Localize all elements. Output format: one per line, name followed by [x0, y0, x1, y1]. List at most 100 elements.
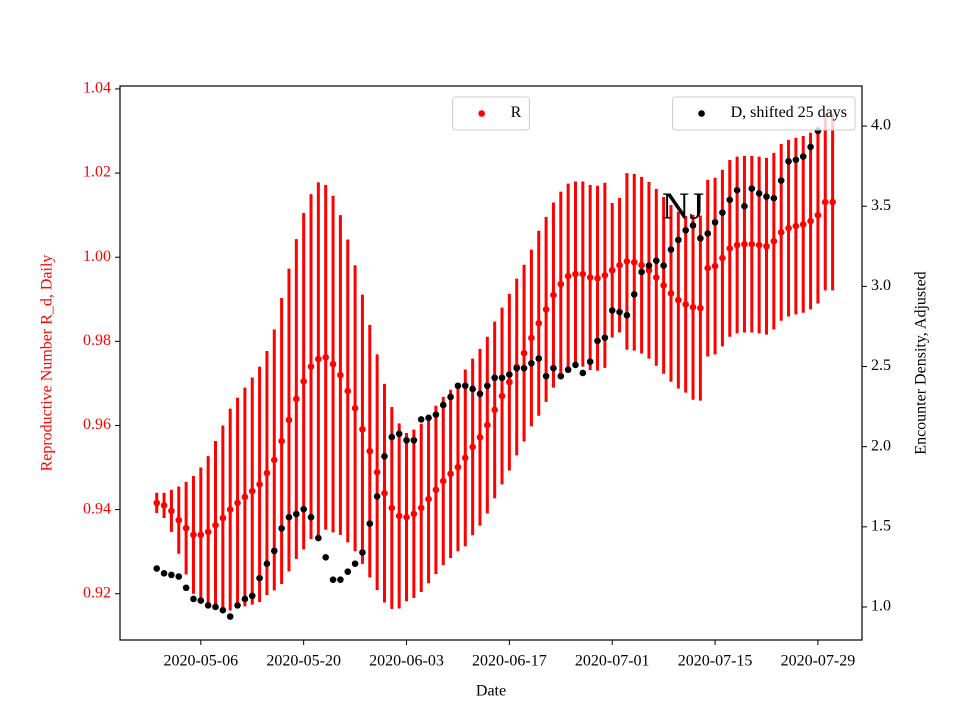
data-point [726, 196, 734, 204]
data-point [322, 553, 330, 561]
y2-tick-label: 3.5 [871, 197, 891, 214]
data-point [182, 524, 190, 532]
data-point [491, 406, 498, 414]
data-point [351, 404, 359, 412]
y-tick-label: 1.02 [83, 164, 111, 181]
data-point [263, 469, 271, 477]
data-point [248, 487, 256, 495]
data-point [704, 230, 712, 237]
legend-box [672, 96, 856, 131]
data-point [454, 382, 462, 390]
legend-label: R [511, 104, 522, 121]
legend-label: D, shifted 25 days [731, 104, 847, 121]
y2-tick-label: 2.5 [871, 357, 891, 374]
data-point [586, 274, 594, 281]
data-point [285, 513, 293, 521]
data-point [461, 382, 469, 390]
data-point [799, 221, 807, 228]
y2-tick-label: 1.0 [871, 598, 891, 615]
data-point [770, 194, 778, 202]
data-point [425, 495, 432, 503]
data-point [248, 592, 256, 600]
data-point [498, 392, 506, 400]
data-point [182, 584, 190, 592]
data-point [263, 560, 271, 567]
data-point [572, 270, 579, 278]
data-point [344, 568, 352, 576]
data-point [270, 456, 278, 464]
data-point [594, 337, 601, 345]
data-point [689, 303, 697, 311]
data-point [366, 447, 374, 455]
data-point [498, 374, 506, 382]
data-point [829, 198, 836, 206]
data-point [550, 364, 557, 372]
y2-tick-label: 3.0 [871, 277, 891, 294]
data-point [645, 266, 653, 274]
data-point [219, 514, 227, 522]
legend: R [452, 96, 530, 131]
data-point [785, 158, 792, 165]
data-point [425, 414, 432, 422]
data-point [219, 606, 227, 614]
data-point [212, 603, 219, 611]
annotation: NJ [662, 186, 704, 228]
data-point [667, 290, 675, 297]
data-point [564, 272, 572, 280]
data-point [322, 354, 330, 361]
data-point [520, 364, 528, 372]
data-point [293, 510, 300, 518]
data-point [307, 513, 315, 521]
data-point [506, 371, 513, 378]
data-point [814, 211, 822, 219]
data-point [403, 513, 410, 521]
data-point [535, 355, 543, 362]
data-point [315, 534, 322, 542]
data-point [586, 358, 594, 366]
data-point [520, 349, 528, 357]
data-point [741, 202, 748, 210]
data-point [469, 443, 476, 451]
data-point [432, 486, 440, 494]
data-point [447, 393, 454, 401]
y-tick-label: 1.04 [83, 80, 111, 97]
data-point [506, 378, 513, 386]
data-point [667, 246, 675, 253]
data-point [608, 266, 616, 274]
y-tick-label: 0.92 [83, 584, 111, 601]
data-point [755, 190, 763, 197]
data-point [226, 613, 234, 620]
data-point [660, 282, 667, 289]
data-point [638, 268, 645, 276]
data-point [351, 560, 359, 567]
data-point [175, 516, 183, 524]
data-point [719, 209, 726, 216]
data-point [432, 411, 440, 418]
y-axis-label: Reproductive Number R_d, Daily [39, 255, 56, 472]
data-point [160, 570, 168, 577]
data-point [388, 504, 396, 512]
data-point [630, 258, 638, 266]
data-point [697, 304, 704, 312]
data-point [388, 433, 396, 441]
data-point [476, 390, 484, 398]
data-point [329, 360, 337, 368]
legend: D, shifted 25 days [672, 96, 856, 131]
data-point [719, 254, 726, 262]
data-point [777, 177, 785, 184]
data-point [256, 574, 263, 582]
data-point [682, 301, 689, 308]
legend-box [452, 96, 530, 131]
data-point [234, 602, 241, 609]
data-point [256, 481, 263, 488]
x-tick-label: 2020-05-06 [163, 653, 238, 670]
data-point [557, 372, 565, 380]
data-point [160, 502, 168, 509]
x-tick-label: 2020-06-17 [472, 653, 547, 670]
data-point [763, 193, 770, 200]
data-point [469, 385, 476, 393]
data-point [733, 241, 741, 249]
data-point [373, 468, 381, 476]
data-point [359, 549, 366, 556]
